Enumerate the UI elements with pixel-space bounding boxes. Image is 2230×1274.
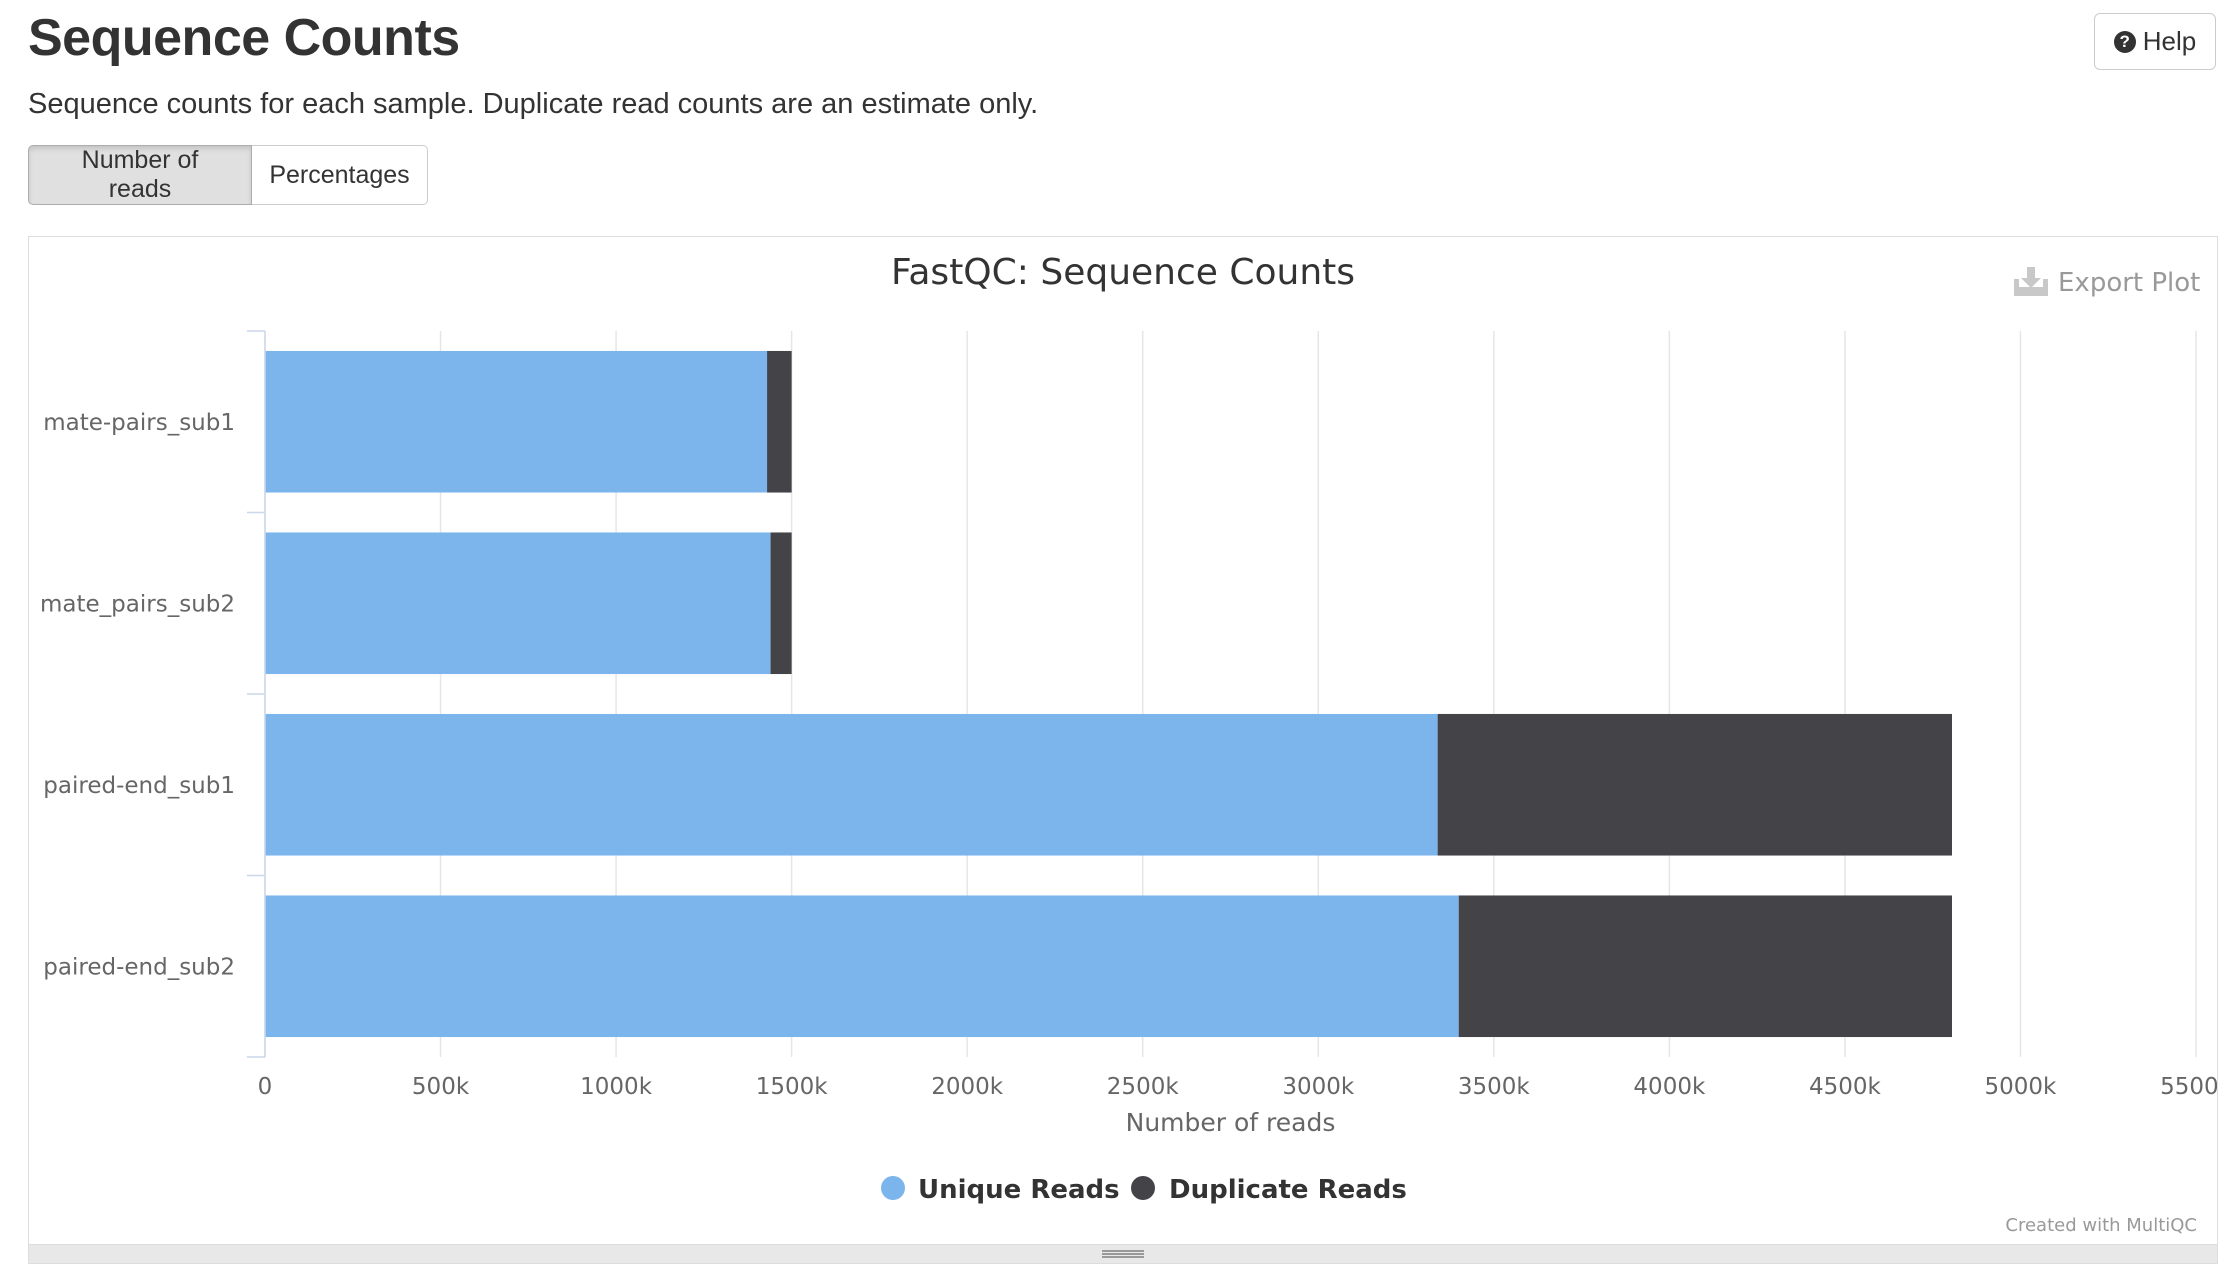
credits-text[interactable]: Created with MultiQC xyxy=(2005,1215,2197,1236)
export-plot-label: Export Plot xyxy=(2058,268,2200,298)
plot-resize-handle[interactable] xyxy=(28,1244,2218,1264)
duplicate-reads-bar[interactable] xyxy=(1458,895,1952,1038)
unique-reads-bar[interactable] xyxy=(265,532,771,675)
question-circle-icon: ? xyxy=(2113,30,2136,53)
x-tick-label: 5500k xyxy=(2160,1074,2217,1100)
legend-label-unique: Unique Reads xyxy=(918,1175,1120,1205)
x-tick-label: 500k xyxy=(412,1074,470,1100)
x-tick-label: 5000k xyxy=(1985,1074,2058,1100)
y-category-label: paired-end_sub2 xyxy=(43,954,235,980)
legend-item-duplicate-reads[interactable]: Duplicate Reads xyxy=(1131,1175,1407,1205)
unique-reads-bar[interactable] xyxy=(265,713,1438,856)
x-axis-title: Number of reads xyxy=(1126,1108,1336,1137)
help-button-label: Help xyxy=(2142,26,2197,56)
page-title: Sequence Counts xyxy=(28,9,460,67)
chart-legend: Unique Reads Duplicate Reads xyxy=(881,1175,1407,1205)
help-button[interactable]: ? Help xyxy=(2094,13,2216,70)
legend-item-unique-reads[interactable]: Unique Reads xyxy=(881,1175,1120,1205)
x-tick-label: 2000k xyxy=(931,1074,1004,1100)
export-plot-button[interactable]: Export Plot xyxy=(2014,267,2200,298)
x-tick-label: 1500k xyxy=(756,1074,829,1100)
legend-marker-unique xyxy=(881,1176,905,1200)
unique-reads-bar[interactable] xyxy=(265,350,768,493)
bars xyxy=(265,350,1952,1038)
percentages-button[interactable]: Percentages xyxy=(252,145,428,205)
duplicate-reads-bar[interactable] xyxy=(767,350,792,493)
chart-title: FastQC: Sequence Counts xyxy=(891,252,1355,293)
y-category-label: paired-end_sub1 xyxy=(43,773,235,799)
axes: 0 500k 1000k 1500k 2000k 2500k 3000k 3500k 4000k… xyxy=(40,330,2217,1137)
x-tick-label: 3000k xyxy=(1282,1074,1355,1100)
x-tick-label: 1000k xyxy=(580,1074,653,1100)
x-tick-label: 4500k xyxy=(1809,1074,1882,1100)
y-category-label: mate_pairs_sub2 xyxy=(40,591,235,617)
duplicate-reads-bar[interactable] xyxy=(770,532,792,675)
section-description: Sequence counts for each sample. Duplica… xyxy=(28,88,1039,120)
number-of-reads-button[interactable]: Number of reads xyxy=(28,145,252,205)
legend-marker-duplicate xyxy=(1131,1176,1155,1200)
plot-panel: 0 500k 1000k 1500k 2000k 2500k 3000k 3500k 4000k… xyxy=(28,236,2218,1246)
x-tick-label: 4000k xyxy=(1633,1074,1706,1100)
x-tick-label: 0 xyxy=(258,1074,273,1100)
unique-reads-bar[interactable] xyxy=(265,895,1459,1038)
legend-label-duplicate: Duplicate Reads xyxy=(1169,1175,1407,1205)
x-tick-label: 3500k xyxy=(1458,1074,1531,1100)
x-tick-label: 2500k xyxy=(1107,1074,1180,1100)
sequence-counts-chart: 0 500k 1000k 1500k 2000k 2500k 3000k 3500k 4000k… xyxy=(40,252,2217,1236)
duplicate-reads-bar[interactable] xyxy=(1437,713,1952,856)
plot-toggle-group: Number of reads Percentages xyxy=(28,145,428,205)
download-icon xyxy=(2014,267,2048,296)
y-category-label: mate-pairs_sub1 xyxy=(43,410,235,436)
resize-grip-icon xyxy=(1102,1250,1144,1258)
